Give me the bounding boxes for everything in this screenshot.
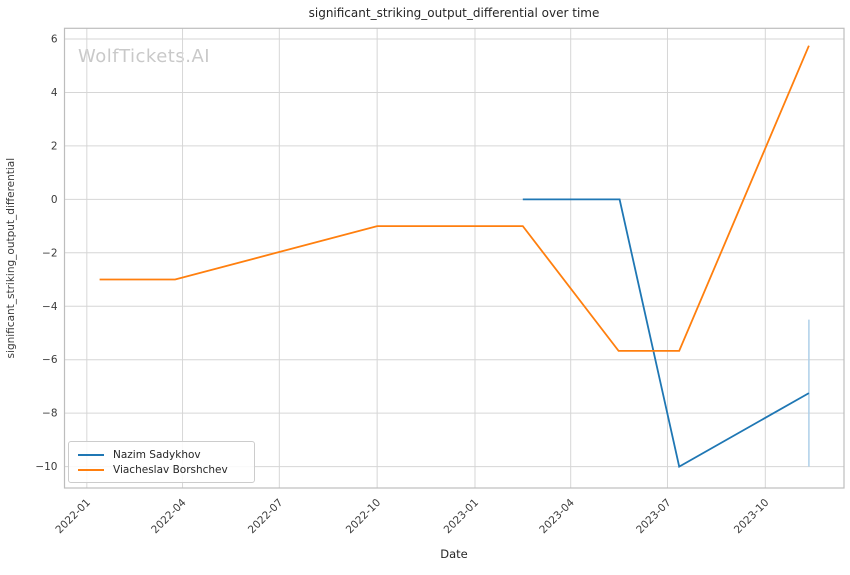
line-viacheslav-borshchev bbox=[99, 45, 810, 352]
watermark: WolfTickets.AI bbox=[78, 46, 211, 67]
x-tick-label: 2023-01 bbox=[442, 497, 482, 537]
legend-entry: Viacheslav Borshchev bbox=[78, 463, 245, 479]
y-tick-label: −8 bbox=[42, 408, 57, 420]
legend-line-swatch bbox=[78, 469, 104, 472]
legend-entry: Nazim Sadykhov bbox=[78, 447, 245, 463]
x-tick-label: 2023-07 bbox=[634, 497, 674, 537]
x-tick-label: 2022-07 bbox=[246, 497, 286, 537]
x-axis-label: Date bbox=[440, 547, 468, 561]
x-tick-label: 2023-10 bbox=[732, 497, 772, 537]
x-tick-labels: 2022-01 2022-04 2022-07 2022-10 2023-01 2023-… bbox=[53, 496, 771, 536]
y-tick-label: −2 bbox=[42, 247, 57, 259]
y-tick-labels: 6 4 2 0 −2 −4 −6 −8 −10 bbox=[35, 33, 57, 473]
line-nazim-sadykhov bbox=[522, 198, 810, 468]
data-series bbox=[99, 45, 810, 468]
gridlines bbox=[64, 28, 844, 488]
chart-title: significant_striking_output_differential… bbox=[308, 6, 600, 20]
x-tick-label: 2022-04 bbox=[149, 496, 189, 536]
x-tick-label: 2022-01 bbox=[53, 497, 93, 537]
legend-line-swatch bbox=[78, 453, 104, 456]
x-tick-label: 2023-04 bbox=[537, 496, 577, 536]
y-tick-label: 4 bbox=[51, 87, 58, 99]
x-tick-label: 2022-10 bbox=[344, 497, 384, 537]
y-tick-label: −10 bbox=[35, 461, 57, 473]
y-axis-label: significant_striking_output_differential bbox=[5, 158, 17, 359]
axes-spines bbox=[63, 27, 845, 489]
plot-border bbox=[63, 27, 845, 489]
y-tick-label: −4 bbox=[42, 301, 58, 313]
y-tick-label: −6 bbox=[42, 354, 58, 366]
legend-label: Nazim Sadykhov bbox=[113, 448, 201, 461]
y-tick-label: 2 bbox=[51, 140, 58, 152]
y-tick-label: 0 bbox=[51, 194, 58, 206]
y-tick-label: 6 bbox=[51, 33, 58, 45]
legend: Nazim Sadykhov Viacheslav Borshchev bbox=[68, 441, 255, 483]
legend-label: Viacheslav Borshchev bbox=[113, 464, 228, 477]
